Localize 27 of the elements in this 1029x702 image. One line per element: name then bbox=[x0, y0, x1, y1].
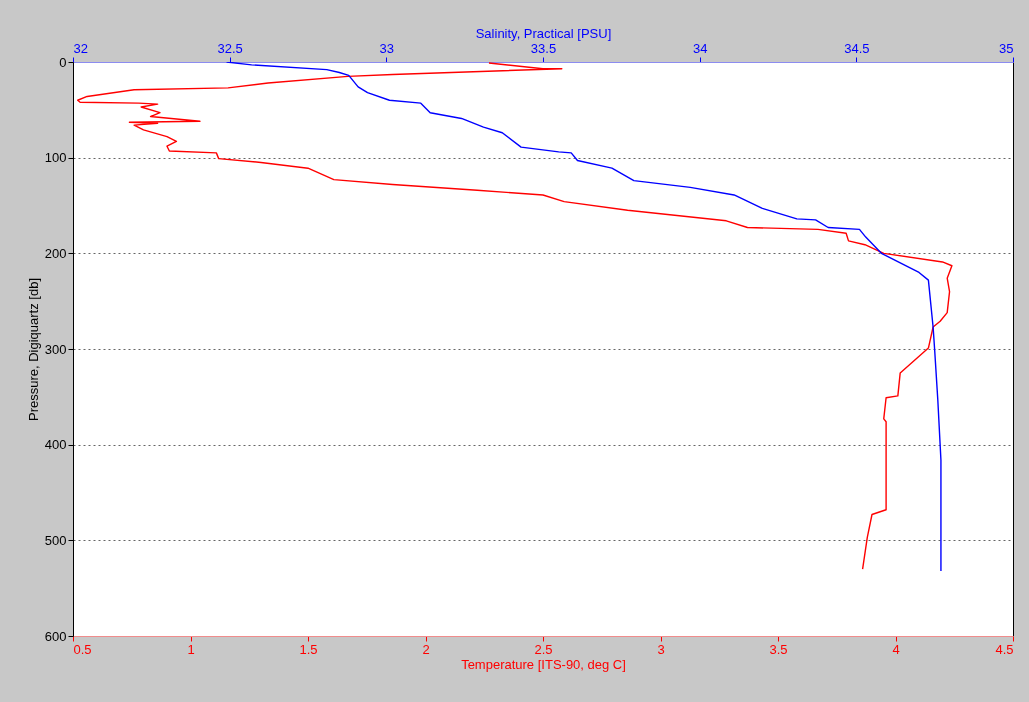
x2-tick-label: 34.5 bbox=[844, 40, 870, 56]
x2-tick-label: 32.5 bbox=[217, 40, 243, 56]
x-tick-label: 3.5 bbox=[769, 641, 788, 657]
x-tick-label: 2.5 bbox=[534, 641, 553, 657]
x-tick-label: 3 bbox=[657, 641, 665, 657]
y-tick-label: 300 bbox=[44, 341, 67, 357]
x2-tick-label: 35 bbox=[999, 40, 1014, 56]
x-tick-label: 4.5 bbox=[995, 641, 1014, 657]
x-tick-label: 1 bbox=[187, 641, 195, 657]
x2-tick-label: 34 bbox=[692, 40, 708, 56]
x-tick-label: 0.5 bbox=[73, 641, 92, 657]
x-tick-label: 4 bbox=[892, 641, 900, 657]
x2-tick-label: 33.5 bbox=[530, 40, 557, 56]
x-axis-title: Temperature [ITS-90, deg C] bbox=[461, 656, 626, 672]
x2-tick-label: 33 bbox=[379, 40, 395, 56]
y-axis-title: Pressure, Digiquartz [db] bbox=[25, 277, 41, 422]
y-tick-label: 600 bbox=[44, 628, 67, 644]
y-tick-label: 500 bbox=[44, 532, 67, 548]
y-tick-label: 0 bbox=[59, 54, 67, 70]
x-tick-label: 2 bbox=[422, 641, 430, 657]
line-series bbox=[77, 62, 953, 570]
y-tick-label: 100 bbox=[44, 150, 67, 166]
y-tick-label: 400 bbox=[44, 437, 67, 453]
y-tick-label: 200 bbox=[44, 245, 67, 261]
x-tick-label: 1.5 bbox=[299, 641, 318, 657]
x2-axis-title: Salinity, Practical [PSU] bbox=[475, 25, 612, 41]
x2-tick-label: 32 bbox=[73, 40, 88, 56]
